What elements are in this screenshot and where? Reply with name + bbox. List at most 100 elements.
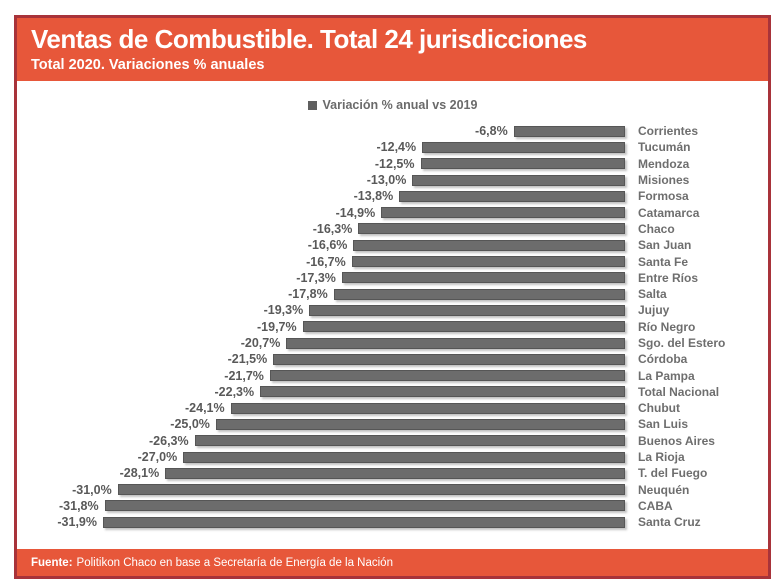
bar-category-label: Chubut bbox=[638, 401, 680, 416]
bar bbox=[273, 353, 625, 365]
bar-category-label: Tucumán bbox=[638, 140, 691, 155]
bar-value-label: -13,0% bbox=[366, 173, 407, 188]
chart-subtitle: Total 2020. Variaciones % anuales bbox=[31, 56, 265, 73]
bar-value-label: -16,7% bbox=[306, 254, 346, 269]
bar-track: -21,5% bbox=[17, 351, 625, 367]
chart-row: -16,7% Santa Fe bbox=[17, 253, 768, 269]
bar-track: -24,1% bbox=[17, 400, 625, 416]
bar bbox=[215, 418, 625, 430]
bar-value-label: -16,3% bbox=[312, 221, 353, 236]
bar bbox=[230, 402, 625, 414]
bar-track: -16,7% bbox=[17, 253, 625, 269]
legend-swatch-icon bbox=[307, 100, 317, 110]
chart-row: -19,3% Jujuy bbox=[17, 302, 768, 318]
source-text: Politikon Chaco en base a Secretaría de … bbox=[76, 556, 393, 569]
chart-header: Ventas de Combustible. Total 24 jurisdic… bbox=[17, 18, 768, 81]
source-label: Fuente: bbox=[31, 556, 73, 569]
bar bbox=[183, 451, 625, 463]
legend: Variación % anual vs 2019 bbox=[17, 97, 768, 113]
bar bbox=[117, 484, 625, 496]
legend-label: Variación % anual vs 2019 bbox=[322, 98, 478, 112]
chart-panel: Ventas de Combustible. Total 24 jurisdic… bbox=[14, 15, 771, 579]
bar-category-label: Corrientes bbox=[638, 124, 699, 139]
bar bbox=[309, 304, 625, 316]
bar-track: -17,3% bbox=[17, 270, 625, 286]
bar-category-label: Córdoba bbox=[638, 352, 688, 367]
bar-track: -12,5% bbox=[17, 156, 625, 172]
bar-category-label: La Rioja bbox=[638, 450, 685, 465]
chart-row: -12,4% Tucumán bbox=[17, 139, 768, 155]
chart-title: Ventas de Combustible. Total 24 jurisdic… bbox=[31, 24, 587, 54]
bar bbox=[351, 256, 625, 268]
bar-value-label: -27,0% bbox=[137, 450, 178, 465]
bar-value-label: -26,3% bbox=[149, 433, 189, 448]
bar-track: -31,0% bbox=[17, 482, 625, 498]
bar-track: -21,7% bbox=[17, 367, 625, 383]
bar-category-label: Misiones bbox=[638, 173, 690, 188]
bar-rows: -6,8% Corrientes -12,4% Tucumán -12,5% M… bbox=[17, 123, 768, 530]
bar-category-label: T. del Fuego bbox=[638, 466, 708, 481]
bar-category-label: San Juan bbox=[638, 238, 692, 253]
bar-track: -31,9% bbox=[17, 514, 625, 530]
chart-row: -12,5% Mendoza bbox=[17, 156, 768, 172]
bar bbox=[286, 337, 625, 349]
bar bbox=[513, 125, 625, 137]
chart-row: -13,8% Formosa bbox=[17, 188, 768, 204]
bar-category-label: Buenos Aires bbox=[638, 433, 715, 448]
chart-row: -17,3% Entre Ríos bbox=[17, 270, 768, 286]
bar-category-label: Salta bbox=[638, 287, 667, 302]
bar bbox=[353, 239, 625, 251]
bar-track: -19,7% bbox=[17, 319, 625, 335]
bar bbox=[399, 190, 625, 202]
bar-value-label: -21,5% bbox=[227, 352, 268, 367]
bar-value-label: -25,0% bbox=[170, 417, 210, 432]
bar-track: -13,0% bbox=[17, 172, 625, 188]
bar-track: -14,9% bbox=[17, 204, 625, 220]
bar-value-label: -6,8% bbox=[475, 124, 508, 139]
bar-category-label: Santa Fe bbox=[638, 254, 689, 269]
bar-category-label: Chaco bbox=[638, 221, 675, 236]
chart-row: -24,1% Chubut bbox=[17, 400, 768, 416]
bar bbox=[104, 500, 625, 512]
chart-row: -16,3% Chaco bbox=[17, 221, 768, 237]
bar-value-label: -21,7% bbox=[224, 368, 264, 383]
chart-row: -21,5% Córdoba bbox=[17, 351, 768, 367]
chart-row: -21,7% La Pampa bbox=[17, 367, 768, 383]
bar-value-label: -17,8% bbox=[288, 287, 328, 302]
bar-category-label: Jujuy bbox=[638, 303, 670, 318]
chart-row: -14,9% Catamarca bbox=[17, 204, 768, 220]
bar bbox=[269, 370, 625, 382]
bar-value-label: -12,4% bbox=[376, 140, 417, 155]
chart-row: -19,7% Río Negro bbox=[17, 319, 768, 335]
chart-row: -6,8% Corrientes bbox=[17, 123, 768, 139]
bar bbox=[341, 272, 625, 284]
bar-value-label: -17,3% bbox=[296, 270, 336, 285]
chart-row: -22,3% Total Nacional bbox=[17, 384, 768, 400]
bar-track: -19,3% bbox=[17, 302, 625, 318]
chart-row: -20,7% Sgo. del Estero bbox=[17, 335, 768, 351]
bar-value-label: -31,8% bbox=[59, 498, 99, 513]
bar-track: -28,1% bbox=[17, 465, 625, 481]
bar-category-label: Neuquén bbox=[638, 482, 690, 497]
bar-value-label: -12,5% bbox=[374, 156, 415, 171]
bar-track: -26,3% bbox=[17, 433, 625, 449]
bar-category-label: San Luis bbox=[638, 417, 689, 432]
bar bbox=[194, 435, 625, 447]
bar-track: -16,3% bbox=[17, 221, 625, 237]
bar-category-label: CABA bbox=[638, 498, 673, 513]
bar-category-label: Santa Cruz bbox=[638, 515, 701, 530]
chart-row: -27,0% La Rioja bbox=[17, 449, 768, 465]
bar-category-label: Sgo. del Estero bbox=[638, 336, 726, 350]
bar-category-label: Mendoza bbox=[638, 156, 690, 171]
bar-track: -12,4% bbox=[17, 139, 625, 155]
chart-row: -31,0% Neuquén bbox=[17, 482, 768, 498]
bar-category-label: Total Nacional bbox=[638, 384, 720, 399]
bar-value-label: -24,1% bbox=[185, 401, 225, 416]
bar-value-label: -22,3% bbox=[214, 384, 255, 399]
bar-value-label: -31,9% bbox=[57, 515, 97, 530]
bar bbox=[260, 386, 625, 398]
bar-value-label: -13,8% bbox=[353, 189, 394, 204]
bar bbox=[381, 207, 625, 219]
chart-row: -16,6% San Juan bbox=[17, 237, 768, 253]
bar-value-label: -28,1% bbox=[119, 466, 160, 481]
